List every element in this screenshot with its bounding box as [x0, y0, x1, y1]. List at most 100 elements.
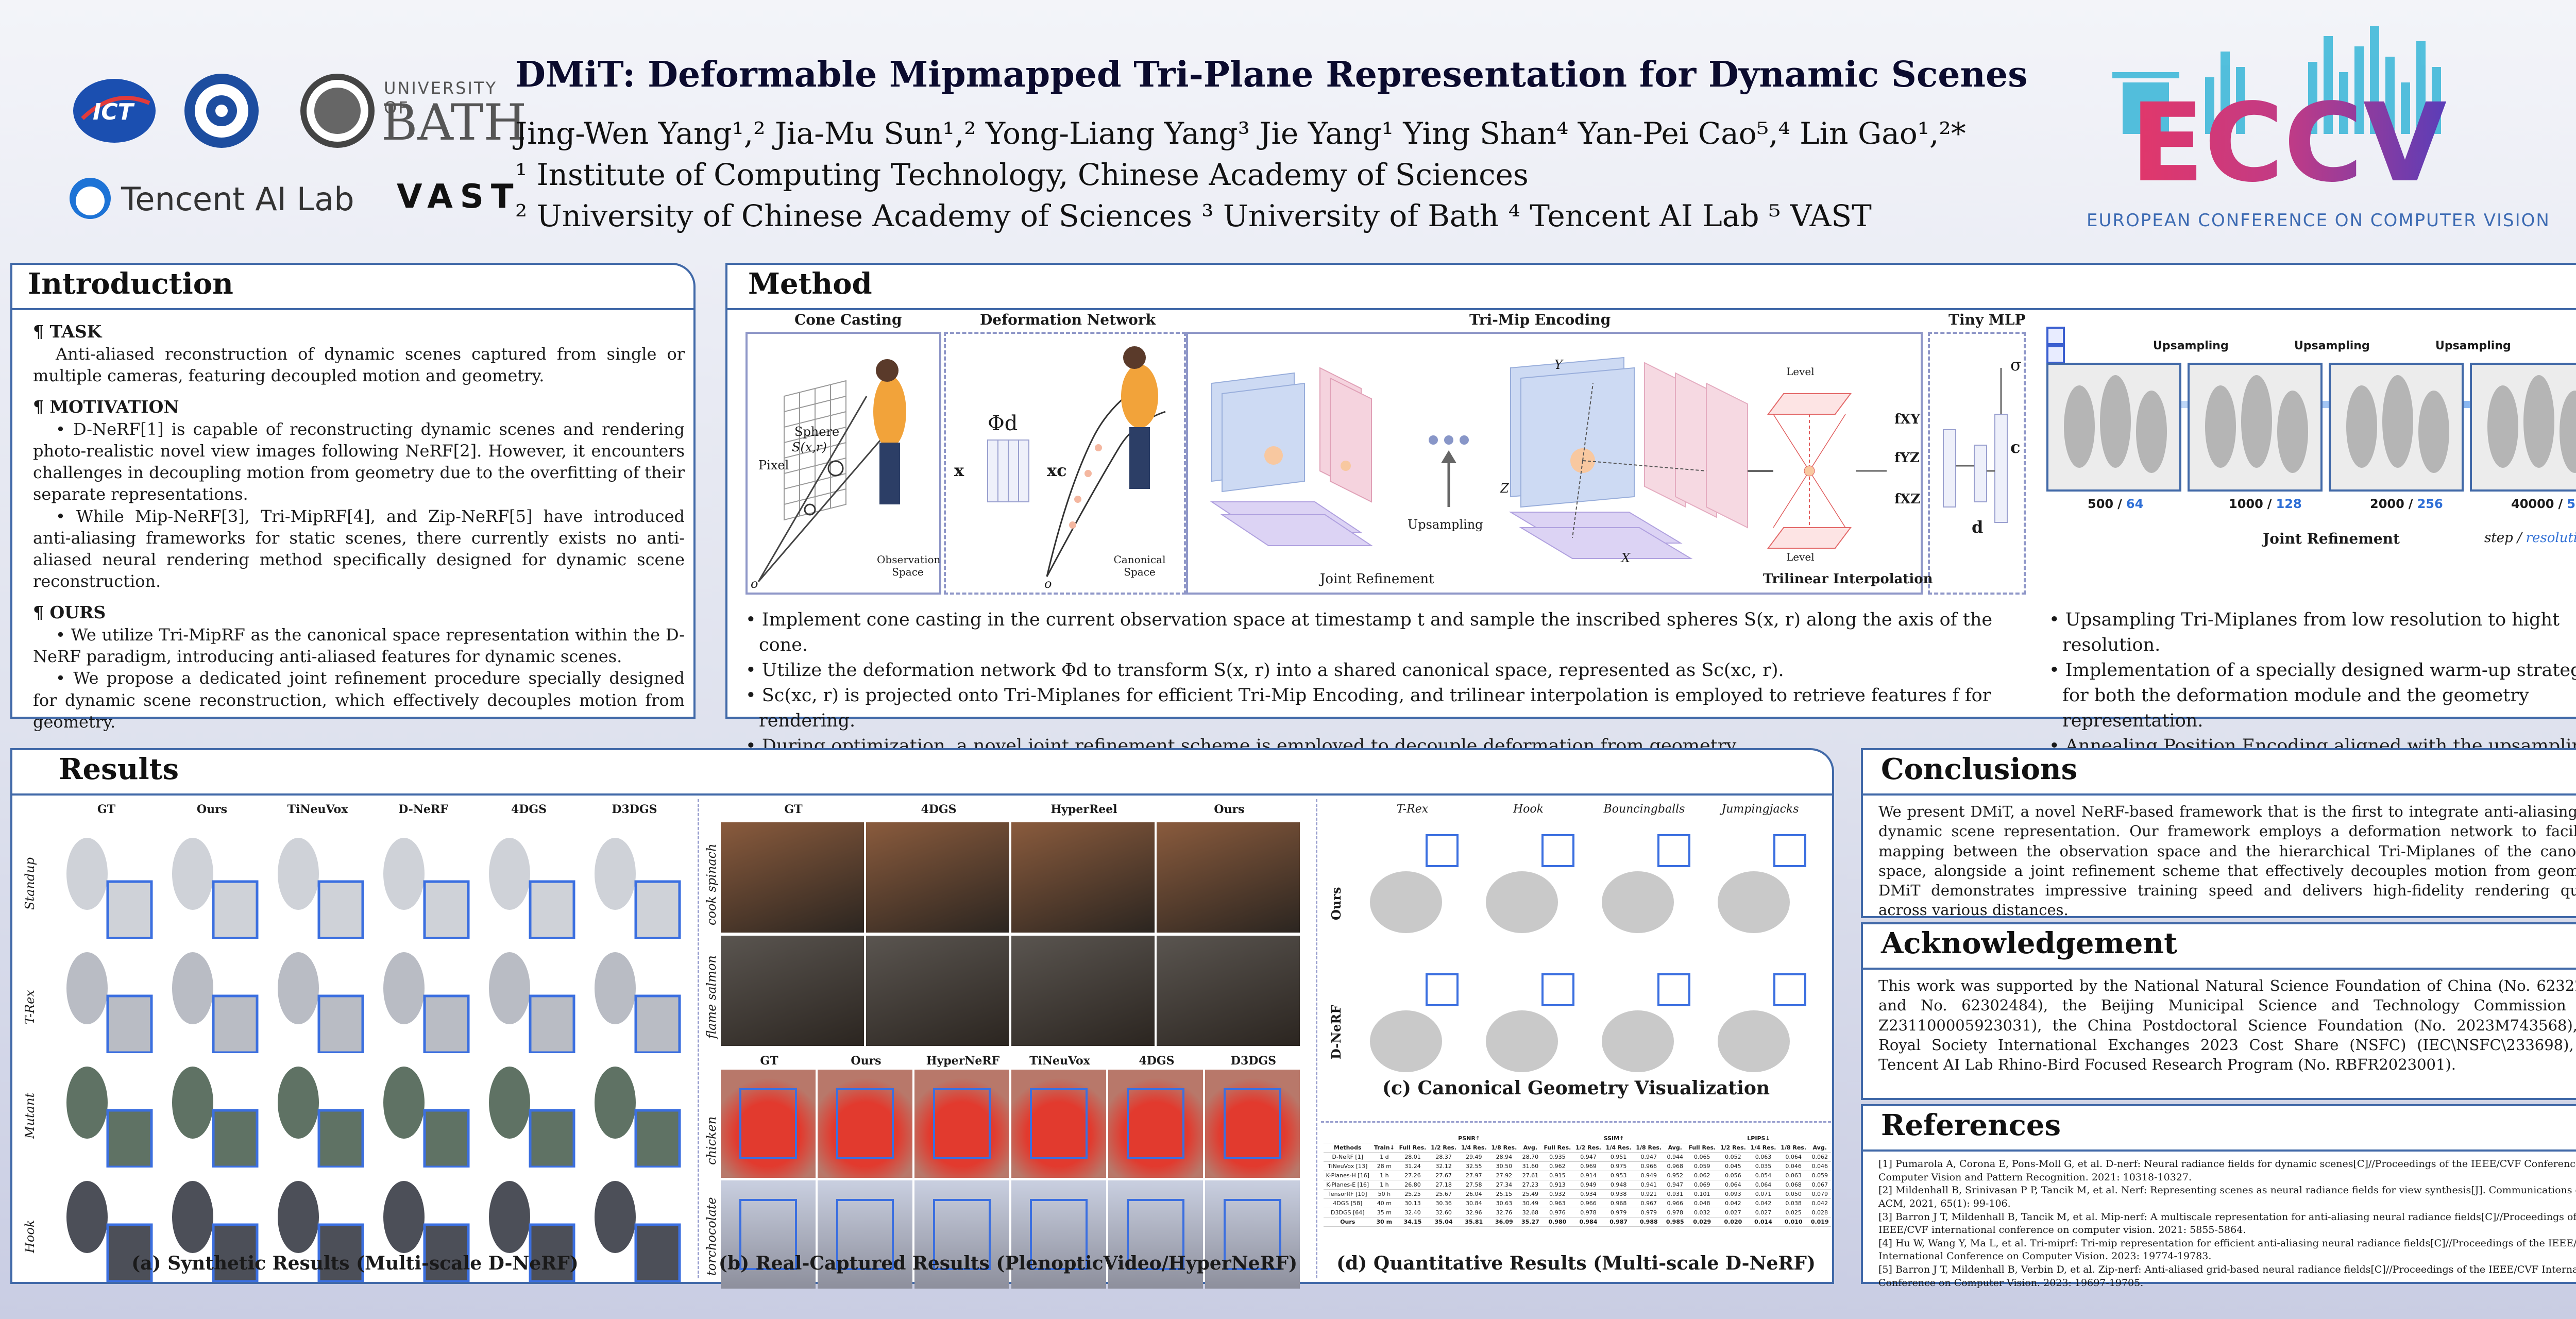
results-divider-bc: [1316, 799, 1317, 1278]
tri-mip-box: [1186, 332, 1923, 595]
trilinear-interpolation-label: Trilinear Interpolation: [1763, 571, 1933, 587]
table-cell: 27.34: [1489, 1180, 1519, 1190]
jr-step-separator: /: [2117, 497, 2122, 511]
table-cell: 0.069: [1686, 1180, 1718, 1190]
table-cell: 0.980: [1541, 1217, 1573, 1227]
table-header-cell: Full Res.: [1397, 1143, 1429, 1153]
table-cell: 0.065: [1686, 1152, 1718, 1162]
table-cell: 0.046: [1778, 1161, 1809, 1171]
bath-seal-icon: [300, 74, 375, 148]
row-header: D-NeRF: [1329, 1005, 1344, 1059]
jr-tile: [2188, 363, 2323, 492]
authors: Jing-Wen Yang¹,² Jia-Mu Sun¹,² Yong-Lian…: [515, 116, 1966, 151]
geometry-tile: [1470, 825, 1581, 959]
motivation-item-2: • While Mip-NeRF[3], Tri-MipRF[4], and Z…: [33, 506, 685, 591]
result-tile: [1157, 822, 1300, 933]
table-cell: 0.967: [1633, 1198, 1664, 1208]
result-tile: [376, 947, 471, 1053]
table-cell: 0.944: [1664, 1152, 1686, 1162]
conclusions-text: We present DMiT, a novel NeRF-based fram…: [1878, 803, 2576, 919]
conclusions-panel: Conclusions We present DMiT, a novel NeR…: [1861, 748, 2576, 919]
result-tile: [59, 1176, 154, 1282]
result-tile: [587, 1176, 682, 1282]
geometry-tile: [1702, 825, 1813, 959]
quantitative-table: PSNR↑ SSIM↑ LPIPS↓ Methods Train↓ Full Res…: [1324, 1134, 1831, 1227]
result-tile: [1011, 936, 1155, 1046]
table-cell: 0.045: [1718, 1161, 1749, 1171]
table-cell: 29.49: [1459, 1152, 1489, 1162]
joint-refinement-label: Joint Refinement: [1320, 571, 1434, 587]
jr-legend-res: resolution: [2526, 530, 2576, 546]
table-cell: 0.947: [1664, 1180, 1686, 1190]
results-divider-ab: [698, 799, 699, 1278]
eccv-subtitle: EUROPEAN CONFERENCE ON COMPUTER VISION: [2087, 210, 2550, 231]
table-cell: 35.81: [1459, 1217, 1489, 1227]
motivation-item-1: • D-NeRF[1] is capable of reconstructing…: [33, 419, 685, 504]
table-cell: 0.027: [1748, 1208, 1778, 1217]
col-header: D3DGS: [1230, 1054, 1277, 1068]
col-header: 4DGS: [511, 803, 547, 816]
table-cell: 0.048: [1686, 1198, 1718, 1208]
table-row: Ours 30 m 34.15 35.04 35.81 36.09 35.27 0.980 0.…: [1324, 1217, 1831, 1227]
table-cell: 0.975: [1603, 1161, 1634, 1171]
result-tile: [59, 947, 154, 1053]
table-cell: 0.027: [1718, 1208, 1749, 1217]
col-header: D-NeRF: [398, 803, 448, 816]
table-cell: 25.25: [1397, 1189, 1429, 1199]
geometry-tile: [1586, 964, 1697, 1098]
origin-label: o: [751, 577, 758, 591]
jr-res-value: 128: [2276, 497, 2302, 511]
method-bullet-1: • Implement cone casting in the current …: [745, 610, 1993, 655]
result-tile: [914, 1180, 1009, 1289]
row-header: cook spinach: [704, 843, 719, 925]
stage-tri-mip-encoding: Tri-Mip Encoding: [1469, 311, 1611, 328]
acknowledgement-panel: Acknowledgement This work was supported …: [1861, 922, 2576, 1100]
table-cell: 30 m: [1371, 1217, 1397, 1227]
references-title: References: [1881, 1108, 2061, 1142]
table-cell: 0.064: [1718, 1180, 1749, 1190]
canonical-space-label: Canonical Space: [1113, 553, 1166, 578]
table-cell: TensorRF [10]: [1324, 1189, 1372, 1199]
result-tile: [164, 1176, 260, 1282]
method-panel: Method Cone Casting Deformation Network …: [725, 263, 2576, 756]
table-cell: 32.40: [1397, 1208, 1429, 1217]
method-bullets: • Implement cone casting in the current …: [745, 607, 2033, 759]
table-header-cell: Avg.: [1519, 1143, 1542, 1153]
table-cell: 0.046: [1808, 1161, 1831, 1171]
tencent-text: Tencent AI Lab: [121, 180, 354, 218]
result-tile: [818, 1070, 912, 1178]
task-text: Anti-aliased reconstruction of dynamic s…: [33, 344, 685, 385]
table-cell: 0.093: [1718, 1189, 1749, 1199]
tri-mip-diagram: [1210, 357, 1887, 559]
result-tile: [1205, 1180, 1300, 1289]
table-cell: 0.979: [1603, 1208, 1634, 1217]
table-cell: 0.032: [1686, 1208, 1718, 1217]
table-cell: 32.12: [1428, 1161, 1459, 1171]
table-cell: 0.052: [1718, 1152, 1749, 1162]
jr-marker-square: [2046, 345, 2065, 364]
conclusions-title: Conclusions: [1881, 752, 2078, 786]
table-body: D-NeRF [1] 1 d 28.01 28.37 29.49 28.94 28.70 0.…: [1324, 1152, 1831, 1227]
result-tile: [164, 833, 260, 939]
table-cell: 0.020: [1718, 1217, 1749, 1227]
table-cell: 0.953: [1603, 1171, 1634, 1180]
table-cell: 0.042: [1748, 1198, 1778, 1208]
deformation-mlp-icon: [987, 439, 1029, 502]
jr-step-label: 500/ 64: [2088, 497, 2143, 511]
table-header-cell: 1/4 Res.: [1459, 1143, 1489, 1153]
table-row: 4DGS [58] 40 m 30.13 30.36 30.84 30.63 30.49 0.…: [1324, 1198, 1831, 1208]
table-cell: D-NeRF [1]: [1324, 1152, 1372, 1162]
col-header: D3DGS: [612, 803, 657, 816]
table-cell: 0.062: [1808, 1152, 1831, 1162]
table-header-cell: 1/2 Res.: [1718, 1143, 1749, 1153]
result-tile: [481, 833, 577, 939]
level-label-bottom: Level: [1786, 551, 1815, 563]
bath-name-text: BATH: [381, 94, 527, 151]
caption-b: (b) Real-Captured Results (PlenopticVide…: [718, 1253, 1298, 1274]
table-cell: 0.059: [1686, 1161, 1718, 1171]
table-cell: 0.042: [1718, 1198, 1749, 1208]
group-psnr: PSNR↑: [1397, 1134, 1542, 1143]
xc-label: xc: [1047, 461, 1067, 480]
geometry-tile: [1702, 964, 1813, 1098]
table-cell: 36.09: [1489, 1217, 1519, 1227]
